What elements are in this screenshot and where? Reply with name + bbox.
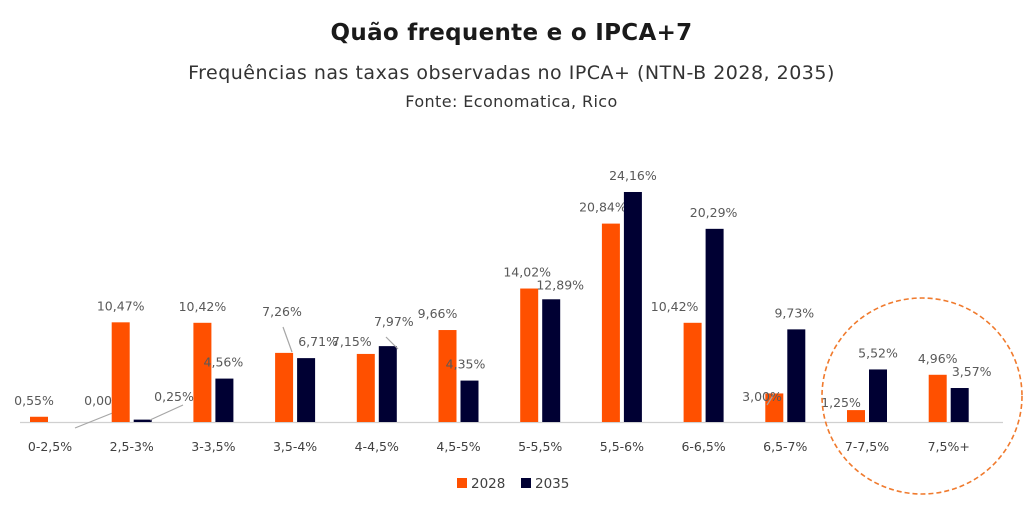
bar-2035-9 xyxy=(787,329,806,422)
chart-title: Quão frequente e o IPCA+7 xyxy=(330,20,693,46)
bar-2035-7 xyxy=(623,191,642,422)
data-label-2028-8: 10,42% xyxy=(651,299,699,314)
data-label-2028-5: 9,66% xyxy=(418,306,458,321)
data-label-2035-11: 3,57% xyxy=(952,364,992,379)
legend-swatch-2028 xyxy=(457,478,467,488)
leader-line xyxy=(282,326,293,353)
category-label: 5,5-6% xyxy=(600,439,644,454)
data-label-2035-5: 4,35% xyxy=(446,357,486,372)
category-label: 7-7,5% xyxy=(845,439,889,454)
category-label: 3-3,5% xyxy=(191,439,235,454)
data-label-2028-0: 0,55% xyxy=(14,393,54,408)
data-label-2028-10: 1,25% xyxy=(821,395,861,410)
category-label: 7,5%+ xyxy=(928,439,970,454)
bar-2028-4 xyxy=(356,353,375,422)
data-label-2028-7: 20,84% xyxy=(579,200,627,215)
category-label: 3,5-4% xyxy=(273,439,317,454)
data-label-2035-10: 5,52% xyxy=(858,345,898,360)
bar-2035-2 xyxy=(215,378,234,422)
bar-2028-1 xyxy=(111,322,130,422)
bar-2028-7 xyxy=(601,223,620,422)
data-label-2028-2: 10,42% xyxy=(179,299,227,314)
data-label-2035-7: 24,16% xyxy=(609,168,657,183)
highlight-circle xyxy=(821,297,1023,495)
chart-source: Fonte: Economatica, Rico xyxy=(405,92,618,111)
data-label-2028-11: 4,96% xyxy=(918,351,958,366)
data-label-2035-8: 20,29% xyxy=(690,205,738,220)
category-label: 2,5-3% xyxy=(110,439,154,454)
legend-label-2035: 2035 xyxy=(535,476,569,492)
bar-2035-8 xyxy=(705,228,724,422)
category-label: 4-4,5% xyxy=(355,439,399,454)
data-label-2035-2: 4,56% xyxy=(204,355,244,370)
data-label-2035-1: 0,25% xyxy=(154,389,194,404)
bar-2035-4 xyxy=(378,346,397,422)
leader-line xyxy=(149,404,184,421)
bar-2028-5 xyxy=(438,330,457,422)
leader-line xyxy=(766,393,775,406)
bar-2028-2 xyxy=(193,322,212,422)
legend-swatch-2035 xyxy=(521,478,531,488)
data-label-2035-3: 6,71% xyxy=(298,334,338,349)
data-label-2028-1: 10,47% xyxy=(97,298,145,313)
bar-2035-1 xyxy=(133,419,152,422)
bar-2035-11 xyxy=(950,388,969,422)
chart-subtitle: Frequências nas taxas observadas no IPCA… xyxy=(188,62,835,84)
leader-line xyxy=(385,336,399,350)
data-label-2028-6: 14,02% xyxy=(503,265,551,280)
data-label-2035-6: 12,89% xyxy=(536,277,584,292)
data-label-2028-3: 7,26% xyxy=(262,304,302,319)
bar-2028-3 xyxy=(275,352,294,422)
bar-2035-6 xyxy=(542,299,561,422)
data-label-2035-9: 9,73% xyxy=(774,305,814,320)
leader-line xyxy=(74,411,116,429)
data-label-2028-9: 3,00% xyxy=(742,389,782,404)
category-label: 0-2,5% xyxy=(28,439,72,454)
bar-2035-3 xyxy=(297,358,316,422)
bar-2028-8 xyxy=(683,322,702,422)
legend-label-2028: 2028 xyxy=(471,476,505,492)
category-label: 5-5,5% xyxy=(518,439,562,454)
data-label-2028-4: 7,15% xyxy=(332,334,372,349)
bar-2035-5 xyxy=(460,380,479,422)
data-label-2035-4: 7,97% xyxy=(374,314,414,329)
category-label: 6-6,5% xyxy=(681,439,725,454)
bar-2028-10 xyxy=(847,410,865,422)
bar-2028-6 xyxy=(520,288,539,422)
bar-2035-10 xyxy=(869,369,887,422)
bar-2028-11 xyxy=(928,374,947,422)
bar-2028-0 xyxy=(30,416,48,422)
category-label: 4,5-5% xyxy=(436,439,480,454)
category-label: 6,5-7% xyxy=(763,439,807,454)
